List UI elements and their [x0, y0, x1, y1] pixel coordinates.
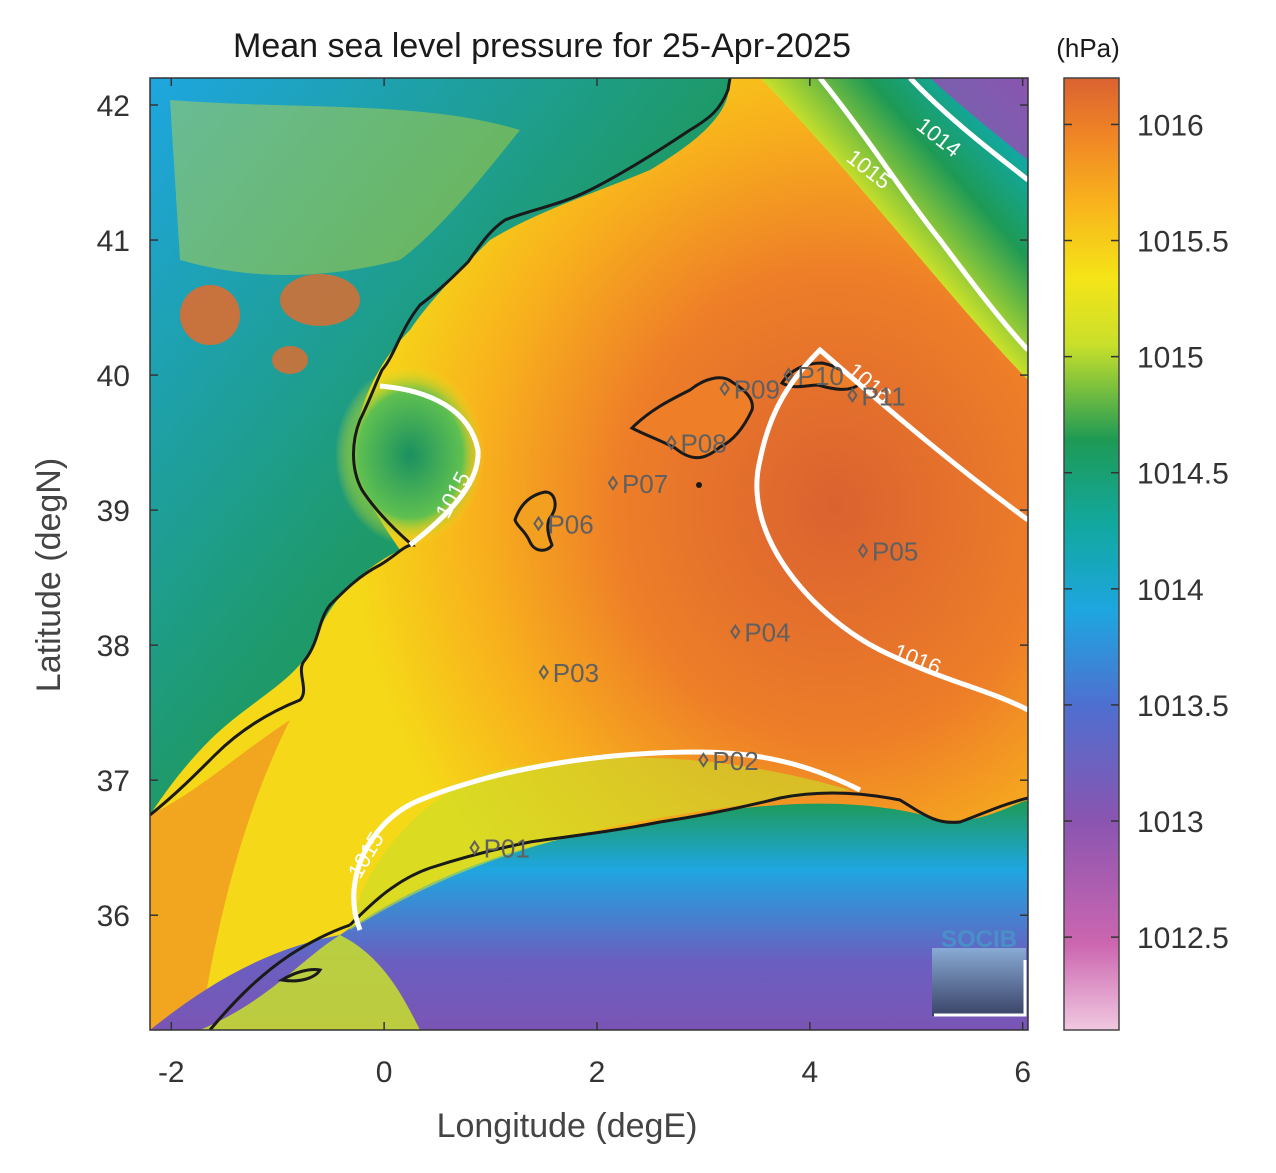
colorbar-tick-label: 1014.5 — [1137, 458, 1229, 491]
northeast-min-field — [930, 78, 1028, 160]
x-tick-label: 2 — [589, 1056, 606, 1089]
northeast-low-field — [760, 78, 1028, 380]
station-marker — [666, 434, 677, 451]
station-marker — [698, 752, 709, 768]
x-axis: -2 0 2 4 6 — [158, 78, 1031, 1089]
colorbar-tick-label: 1013 — [1137, 806, 1204, 839]
map-frame — [149, 77, 1029, 1031]
highland-hot-spot — [280, 274, 360, 326]
southern-low-field — [350, 757, 850, 930]
isobar-1015-south — [351, 749, 862, 931]
station-marker — [469, 839, 480, 856]
isobar-1015-valencia — [379, 383, 481, 547]
colorbar-tick-label: 1015 — [1137, 342, 1204, 375]
y-tick-label: 36 — [97, 900, 130, 933]
station-label: P10 — [798, 361, 844, 391]
north-africa-west-field — [200, 935, 420, 1030]
y-tick-label: 38 — [97, 630, 130, 663]
valencia-low — [335, 365, 485, 545]
station-marker — [730, 623, 741, 640]
station-label: P04 — [744, 618, 790, 648]
x-tick-label: 0 — [376, 1056, 393, 1089]
socib-logo: SOCIB — [932, 926, 1027, 1017]
x-axis-label: Longitude (degE) — [437, 1107, 698, 1145]
station-label: P03 — [553, 658, 599, 688]
station-label: P09 — [734, 375, 780, 405]
y-tick-label: 39 — [97, 495, 130, 528]
y-tick-label: 41 — [97, 225, 130, 258]
station-label: P06 — [547, 510, 593, 540]
station-marker — [719, 380, 730, 397]
mallorca-island — [629, 376, 754, 460]
iberian-coastline — [150, 78, 732, 817]
station-marker — [533, 515, 544, 532]
colorbar-tick-label: 1012.5 — [1137, 922, 1229, 955]
southwest-sea-field — [150, 720, 290, 1030]
cabrera-island — [696, 482, 702, 488]
y-tick-label: 37 — [97, 765, 130, 798]
station-label: P11 — [861, 381, 905, 411]
y-tick-label: 42 — [97, 90, 130, 123]
station-marker — [538, 664, 549, 680]
station-label: P02 — [712, 746, 758, 776]
isobar-1014 — [908, 78, 1028, 182]
station-marker — [857, 542, 869, 559]
x-tick-label: 6 — [1014, 1056, 1031, 1089]
colorbar-tick-label: 1016 — [1137, 109, 1204, 142]
chart-title: Mean sea level pressure for 25-Apr-2025 — [233, 27, 851, 65]
logo-text: SOCIB — [941, 926, 1017, 953]
colorbar — [1063, 77, 1120, 1031]
alboran-island — [277, 968, 323, 983]
y-tick-label: 40 — [97, 360, 130, 393]
iberia-highland — [170, 100, 520, 275]
y-axis: 42 41 40 39 38 37 36 — [97, 90, 1028, 933]
highland-hot-spot — [272, 346, 308, 374]
alboran-coastline — [208, 923, 351, 1030]
x-tick-label: -2 — [158, 1056, 185, 1089]
colorbar-tick-label: 1013.5 — [1137, 690, 1229, 723]
station-label: P07 — [622, 469, 668, 499]
station-marker — [607, 475, 619, 491]
station-marker — [847, 387, 858, 404]
isobar-1016 — [754, 346, 1028, 713]
station-layer: P01 P02 P03 P04 P05 P06 P07 P08 P09 P10 P11 — [469, 361, 918, 864]
station-label: P05 — [872, 537, 918, 567]
colorbar-unit: (hPa) — [1056, 33, 1120, 63]
isobar-1015-northeast — [818, 78, 1028, 352]
map-area: 1015 1014 1015 1015 1016 1016 P01P02P03P… — [150, 78, 1028, 1030]
colorbar-ticks: 1016 1015.5 1015 1014.5 1014 1013.5 1013 1012.5 — [1064, 109, 1229, 955]
iberia-land-field — [150, 78, 729, 815]
station-marker — [783, 367, 794, 383]
north-african-coastline — [348, 791, 1028, 927]
highland-hot-spot — [180, 285, 240, 345]
colorbar-tick-label: 1015.5 — [1137, 226, 1229, 259]
colorbar-tick-label: 1014 — [1137, 574, 1204, 607]
x-tick-label: 4 — [801, 1056, 818, 1089]
y-axis-label: Latitude (degN) — [30, 458, 68, 692]
station-label: P08 — [680, 429, 726, 459]
station-label: P01 — [484, 834, 530, 864]
